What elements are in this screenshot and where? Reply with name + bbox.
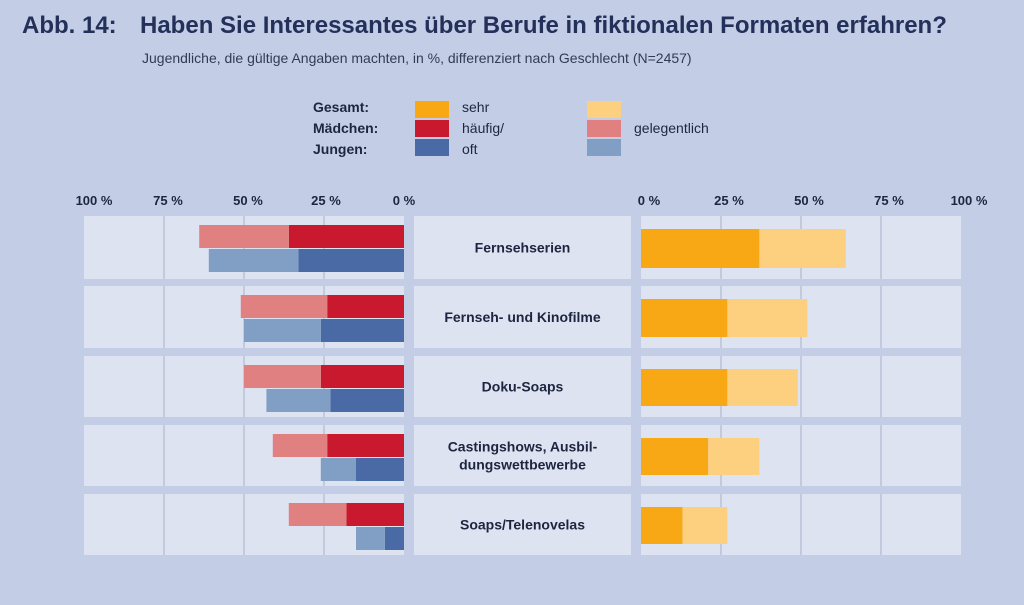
legend-group-gesamt: Gesamt: — [313, 99, 370, 115]
bar-gesamt-sehr — [641, 507, 683, 544]
category-panel — [414, 425, 631, 486]
category-panel — [414, 494, 631, 555]
legend-swatch-gesamt-light — [587, 101, 621, 118]
left-tick-label: 25 % — [311, 193, 341, 208]
legend-group-jungen: Jungen: — [313, 141, 368, 157]
left-tick-label: 100 % — [76, 193, 113, 208]
figure-number: Abb. 14: — [22, 12, 117, 39]
bar-gesamt-gelegentlich — [682, 507, 728, 544]
bar-maedchen-sehr — [327, 434, 404, 457]
bar-maedchen-sehr — [320, 365, 404, 388]
bar-gesamt-sehr — [641, 299, 728, 337]
bar-maedchen-gelegentlich — [199, 225, 289, 248]
bar-gesamt-sehr — [641, 369, 728, 406]
bar-maedchen-sehr — [327, 295, 404, 318]
bar-jungen-gelegentlich — [320, 458, 356, 481]
bar-maedchen-gelegentlich — [288, 503, 347, 526]
legend-label-oft: oft — [462, 141, 478, 157]
legend-label-sehr: sehr — [462, 99, 490, 115]
left-tick-label: 75 % — [153, 193, 183, 208]
bar-jungen-gelegentlich — [356, 527, 385, 550]
legend-group-maedchen: Mädchen: — [313, 120, 379, 136]
right-tick-label: 75 % — [874, 193, 904, 208]
bar-jungen-sehr — [298, 249, 404, 272]
bar-maedchen-sehr — [288, 225, 404, 248]
legend-label-gelegentlich: gelegentlich — [634, 120, 709, 136]
bar-gesamt-gelegentlich — [727, 299, 808, 337]
right-tick-label: 100 % — [951, 193, 988, 208]
legend-swatch-jungen-light — [587, 139, 621, 156]
category-label: Doku-Soaps — [482, 379, 564, 395]
left-tick-label: 50 % — [233, 193, 263, 208]
right-tick-label: 0 % — [638, 193, 661, 208]
category-label: Fernseh- und Kinofilme — [444, 309, 601, 325]
right-tick-label: 50 % — [794, 193, 824, 208]
legend-swatch-gesamt-strong — [415, 101, 449, 118]
category-panel — [414, 216, 631, 279]
bar-gesamt-sehr — [641, 229, 760, 268]
right-tick-label: 25 % — [714, 193, 744, 208]
category-label: Fernsehserien — [475, 240, 571, 256]
category-label: dungswettbewerbe — [459, 457, 586, 473]
bar-jungen-sehr — [384, 527, 404, 550]
legend-swatch-maedchen-light — [587, 120, 621, 137]
category-label: Castingshows, Ausbil- — [448, 439, 598, 455]
bar-jungen-gelegentlich — [208, 249, 299, 272]
bar-maedchen-gelegentlich — [240, 295, 328, 318]
bar-maedchen-gelegentlich — [244, 365, 321, 388]
legend-label-haeufig: häufig/ — [462, 120, 505, 136]
bar-gesamt-gelegentlich — [708, 438, 760, 475]
legend-swatch-jungen-strong — [415, 139, 449, 156]
category-label: Soaps/Telenovelas — [460, 517, 585, 533]
bar-maedchen-gelegentlich — [272, 434, 328, 457]
bar-jungen-sehr — [330, 389, 404, 412]
title-text: Haben Sie Interessantes über Berufe in f… — [140, 12, 947, 39]
bar-maedchen-sehr — [346, 503, 404, 526]
bar-jungen-sehr — [356, 458, 404, 481]
bar-jungen-sehr — [320, 319, 404, 342]
bar-jungen-gelegentlich — [244, 319, 321, 342]
category-panel — [414, 286, 631, 348]
bar-jungen-gelegentlich — [266, 389, 331, 412]
chart-subtitle: Jugendliche, die gültige Angaben machten… — [142, 50, 692, 66]
legend-swatch-maedchen-strong — [415, 120, 449, 137]
left-tick-label: 0 % — [393, 193, 416, 208]
bar-gesamt-gelegentlich — [727, 369, 798, 406]
category-panel — [414, 356, 631, 417]
chart-title: Abb. 14: Haben Sie Interessantes über Ber… — [22, 12, 947, 40]
bar-gesamt-sehr — [641, 438, 709, 475]
bar-gesamt-gelegentlich — [759, 229, 846, 268]
